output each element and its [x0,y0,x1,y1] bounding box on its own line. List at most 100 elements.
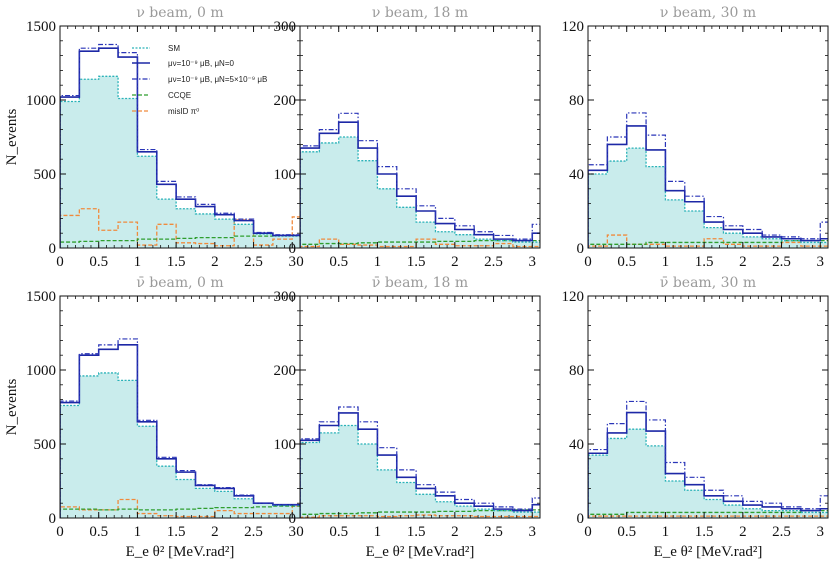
x-tick-label: 2 [451,254,459,270]
series-line-mu-nu [300,412,540,518]
x-tick-label: 2.5 [484,524,503,540]
legend-entry-sm: SM [132,44,180,53]
x-tick-label: 2 [211,524,219,540]
x-axis-label: E_e θ² [MeV.rad²] [126,544,235,560]
sm-fill-area [60,76,300,248]
series-line-ccqe [300,239,540,248]
chart-panel: ν beam, 30 m 0 40 80 120 0 0.5 1 1.5 2 2.5 3 [562,5,829,270]
x-tick-label: 2.5 [772,254,791,270]
x-tick-label: 0 [296,524,304,540]
x-axis-label: E_e θ² [MeV.rad²] [654,544,763,560]
legend-entry-ccqe: CCQE [132,91,191,100]
y-tick-label: 0 [289,241,297,257]
plot-area [588,112,828,248]
x-tick-label: 1.5 [167,524,186,540]
series-line-sm [60,75,300,248]
panel-title: ν̄ beam, 0 m [136,275,223,291]
x-tick-label: 2 [211,254,219,270]
sm-fill-area [588,148,828,248]
y-tick-label: 0 [49,511,57,527]
sm-fill-area [300,425,540,518]
y-tick-label: 40 [569,437,584,453]
x-tick-label: 0.5 [89,254,108,270]
y-tick-label: 80 [569,363,584,379]
x-tick-label: 1.5 [167,254,186,270]
y-tick-label: 1500 [26,289,56,305]
x-tick-label: 3 [817,524,825,540]
panel-title: ν beam, 0 m [136,5,223,21]
legend-label-mu-nu: μν=10⁻⁹ μB, μN=0 [168,59,235,68]
x-tick-label: 0 [296,254,304,270]
y-tick-label: 1000 [26,93,56,109]
x-tick-label: 0.5 [329,524,348,540]
y-tick-label: 500 [34,437,57,453]
series-line-mu-both [300,112,540,248]
x-tick-label: 2 [739,524,747,540]
series-line-mu-both [300,406,540,518]
x-tick-label: 3 [529,524,537,540]
series-line-ccqe [60,505,300,518]
y-tick-label: 200 [274,363,297,379]
series-line-mu-both [588,400,828,518]
series-line-mu-both [588,112,828,248]
x-tick-label: 1 [374,524,382,540]
panel-title: ν beam, 18 m [372,5,468,21]
x-tick-label: 3 [289,524,297,540]
x-tick-label: 2.5 [244,254,263,270]
y-tick-label: 200 [274,93,297,109]
series-line-mu-nu [588,125,828,248]
series-line-sm [300,136,540,248]
plot-area [588,400,828,518]
y-tick-label: 1500 [26,19,56,35]
x-tick-label: 0.5 [617,254,636,270]
plot-frame [299,295,541,519]
y-tick-label: 500 [34,167,57,183]
x-tick-label: 1 [662,254,670,270]
x-tick-label: 1.5 [695,524,714,540]
x-tick-label: 0 [584,254,592,270]
series-line-misid [300,514,540,518]
legend-entry-misid: misID π⁰ [132,107,199,116]
legend-label-sm: SM [168,44,180,53]
legend: SM μν=10⁻⁹ μB, μN=0 μν=10⁻⁹ μB, μN=5×10⁻… [132,44,267,116]
x-axis-label: E_e θ² [MeV.rad²] [366,544,475,560]
x-tick-label: 2 [451,524,459,540]
y-axis-label: N_events [4,109,20,166]
panel-title: ν̄ beam, 30 m [660,275,756,291]
y-axis-label: N_events [4,379,20,436]
series-line-mu-nu [588,411,828,518]
plot-area [300,406,540,518]
legend-entry-mu-nu: μν=10⁻⁹ μB, μN=0 [132,59,235,68]
y-tick-label: 0 [577,241,585,257]
legend-label-misid: misID π⁰ [168,107,199,116]
x-tick-label: 2.5 [484,254,503,270]
x-tick-label: 2.5 [772,524,791,540]
x-tick-label: 1.5 [407,254,426,270]
y-tick-label: 1000 [26,363,56,379]
series-line-mu-nu [300,121,540,248]
x-tick-label: 3 [529,254,537,270]
sm-fill-area [300,137,540,248]
chart-panel: ν beam, 18 m 0 100 200 300 0 0.5 1 1.5 2 2.5 3 [274,5,541,270]
y-tick-label: 120 [562,289,585,305]
x-tick-label: 1 [134,254,142,270]
x-tick-label: 2.5 [244,524,263,540]
x-tick-label: 1.5 [695,254,714,270]
y-tick-label: 40 [569,167,584,183]
plot-area [60,338,300,518]
legend-entry-mu-both: μν=10⁻⁹ μB, μN=5×10⁻⁹ μB [132,75,267,84]
plot-frame [299,25,541,249]
y-tick-label: 120 [562,19,585,35]
x-tick-label: 1 [662,524,670,540]
x-tick-label: 0 [584,524,592,540]
series-line-mu-both [60,338,300,518]
x-tick-label: 1 [134,524,142,540]
x-tick-label: 0 [56,524,64,540]
legend-label-mu-both: μν=10⁻⁹ μB, μN=5×10⁻⁹ μB [168,75,267,84]
plot-frame [587,25,829,249]
y-tick-label: 0 [49,241,57,257]
